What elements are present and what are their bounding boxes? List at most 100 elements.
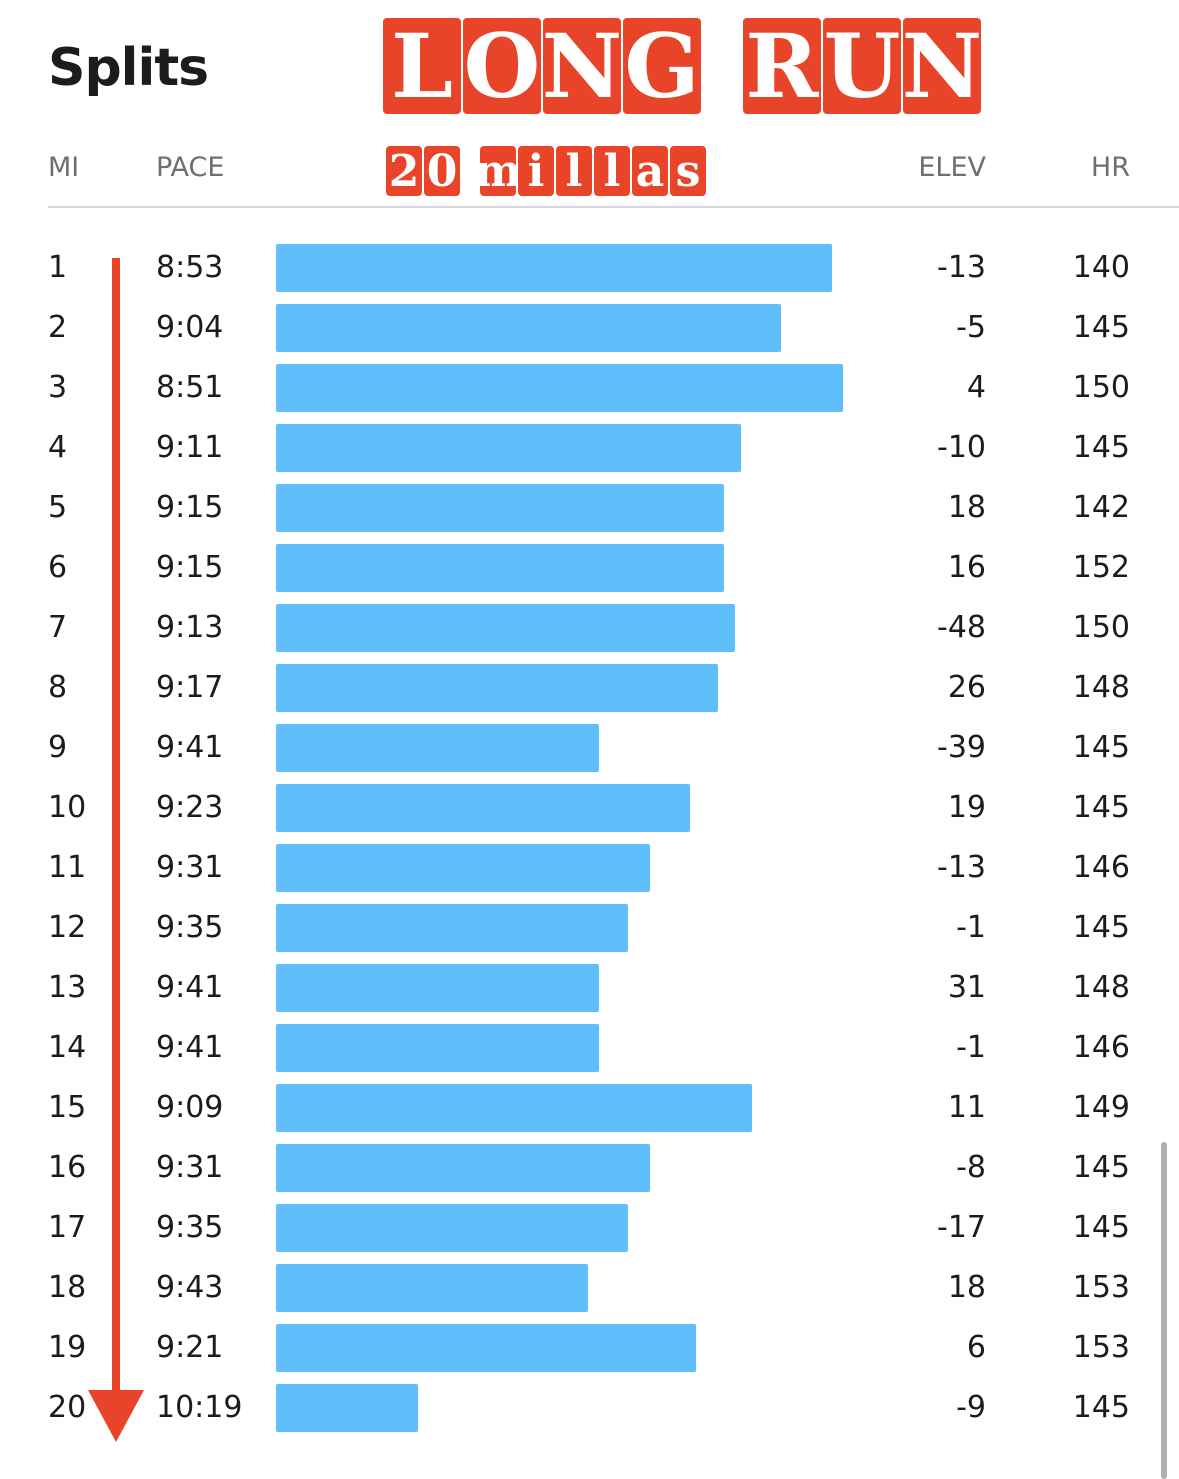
pace-bar	[276, 304, 781, 352]
split-row[interactable]: 16 9:31 -8 145	[0, 1138, 1179, 1198]
banner-letter: a	[632, 146, 668, 197]
split-row[interactable]: 6 9:15 16 152	[0, 538, 1179, 598]
split-row[interactable]: 15 9:09 11 149	[0, 1078, 1179, 1138]
split-heart-rate: 142	[1072, 490, 1130, 525]
pace-bar	[276, 664, 718, 712]
split-elevation: 16	[947, 550, 986, 585]
split-mile: 16	[48, 1150, 87, 1185]
split-pace: 9:41	[156, 970, 224, 1005]
pace-bar	[276, 484, 724, 532]
split-row[interactable]: 20 10:19 -9 145	[0, 1378, 1179, 1438]
split-row[interactable]: 10 9:23 19 145	[0, 778, 1179, 838]
split-heart-rate: 148	[1072, 970, 1130, 1005]
split-pace: 9:21	[156, 1330, 224, 1365]
split-heart-rate: 145	[1072, 430, 1130, 465]
split-row[interactable]: 5 9:15 18 142	[0, 478, 1179, 538]
pace-bar	[276, 424, 741, 472]
pace-bar	[276, 364, 843, 412]
split-elevation: 18	[947, 490, 986, 525]
split-pace: 9:09	[156, 1090, 224, 1125]
split-row[interactable]: 4 9:11 -10 145	[0, 418, 1179, 478]
split-elevation: 31	[947, 970, 986, 1005]
banner-letter: 0	[424, 146, 460, 197]
split-elevation: 18	[947, 1270, 986, 1305]
split-row[interactable]: 2 9:04 -5 145	[0, 298, 1179, 358]
banner-letter: s	[670, 146, 706, 197]
banner-letter: N	[541, 14, 623, 118]
split-row[interactable]: 7 9:13 -48 150	[0, 598, 1179, 658]
split-mile: 4	[48, 430, 68, 465]
split-mile: 6	[48, 550, 68, 585]
split-pace: 9:04	[156, 310, 224, 345]
banner-letter: N	[901, 14, 983, 118]
split-row[interactable]: 17 9:35 -17 145	[0, 1198, 1179, 1258]
split-elevation: -10	[937, 430, 986, 465]
column-header-hr: HR	[1090, 152, 1130, 183]
split-pace: 9:13	[156, 610, 224, 645]
page-title: Splits	[48, 38, 209, 98]
split-row[interactable]: 13 9:41 31 148	[0, 958, 1179, 1018]
arrow-down-icon	[88, 1390, 144, 1442]
split-heart-rate: 146	[1072, 1030, 1130, 1065]
pace-bar	[276, 1264, 588, 1312]
split-heart-rate: 145	[1072, 730, 1130, 765]
split-pace: 9:15	[156, 550, 224, 585]
pace-bar	[276, 844, 650, 892]
split-elevation: 4	[966, 370, 986, 405]
split-mile: 5	[48, 490, 68, 525]
split-pace: 10:19	[156, 1390, 243, 1425]
split-pace: 9:41	[156, 730, 224, 765]
split-row[interactable]: 14 9:41 -1 146	[0, 1018, 1179, 1078]
split-row[interactable]: 8 9:17 26 148	[0, 658, 1179, 718]
split-row[interactable]: 3 8:51 4 150	[0, 358, 1179, 418]
banner-letter: l	[556, 146, 592, 197]
split-row[interactable]: 12 9:35 -1 145	[0, 898, 1179, 958]
split-mile: 17	[48, 1210, 87, 1245]
split-pace: 9:35	[156, 1210, 224, 1245]
scrollbar[interactable]	[1161, 1142, 1167, 1479]
banner-letter: G	[623, 14, 701, 118]
split-pace: 9:43	[156, 1270, 224, 1305]
split-row[interactable]: 19 9:21 6 153	[0, 1318, 1179, 1378]
split-heart-rate: 148	[1072, 670, 1130, 705]
split-mile: 9	[48, 730, 68, 765]
split-pace: 9:31	[156, 850, 224, 885]
split-mile: 13	[48, 970, 87, 1005]
split-elevation: -9	[956, 1390, 986, 1425]
banner-letter: U	[823, 14, 901, 118]
pace-bar	[276, 1084, 752, 1132]
split-mile: 1	[48, 250, 68, 285]
split-mile: 18	[48, 1270, 87, 1305]
split-mile: 8	[48, 670, 68, 705]
split-elevation: -1	[956, 910, 986, 945]
pace-bar	[276, 1204, 628, 1252]
split-pace: 8:51	[156, 370, 224, 405]
pace-bar	[276, 724, 599, 772]
split-heart-rate: 153	[1072, 1270, 1130, 1305]
split-heart-rate: 150	[1072, 370, 1130, 405]
pace-bar	[276, 904, 628, 952]
split-mile: 11	[48, 850, 87, 885]
split-heart-rate: 140	[1072, 250, 1130, 285]
split-mile: 20	[48, 1390, 87, 1425]
split-row[interactable]: 1 8:53 -13 140	[0, 238, 1179, 298]
split-row[interactable]: 9 9:41 -39 145	[0, 718, 1179, 778]
split-heart-rate: 145	[1072, 910, 1130, 945]
banner-letter: R	[743, 14, 821, 118]
split-elevation: -39	[937, 730, 986, 765]
column-header-elev: ELEV	[918, 152, 986, 183]
split-pace: 9:17	[156, 670, 224, 705]
split-pace: 9:41	[156, 1030, 224, 1065]
split-elevation: -8	[956, 1150, 986, 1185]
split-heart-rate: 146	[1072, 850, 1130, 885]
pace-bar	[276, 604, 735, 652]
split-mile: 2	[48, 310, 68, 345]
split-row[interactable]: 18 9:43 18 153	[0, 1258, 1179, 1318]
split-mile: 12	[48, 910, 87, 945]
pace-bar	[276, 544, 724, 592]
banner-letter: i	[518, 146, 554, 197]
split-row[interactable]: 11 9:31 -13 146	[0, 838, 1179, 898]
pace-bar	[276, 1024, 599, 1072]
pace-bar	[276, 784, 690, 832]
